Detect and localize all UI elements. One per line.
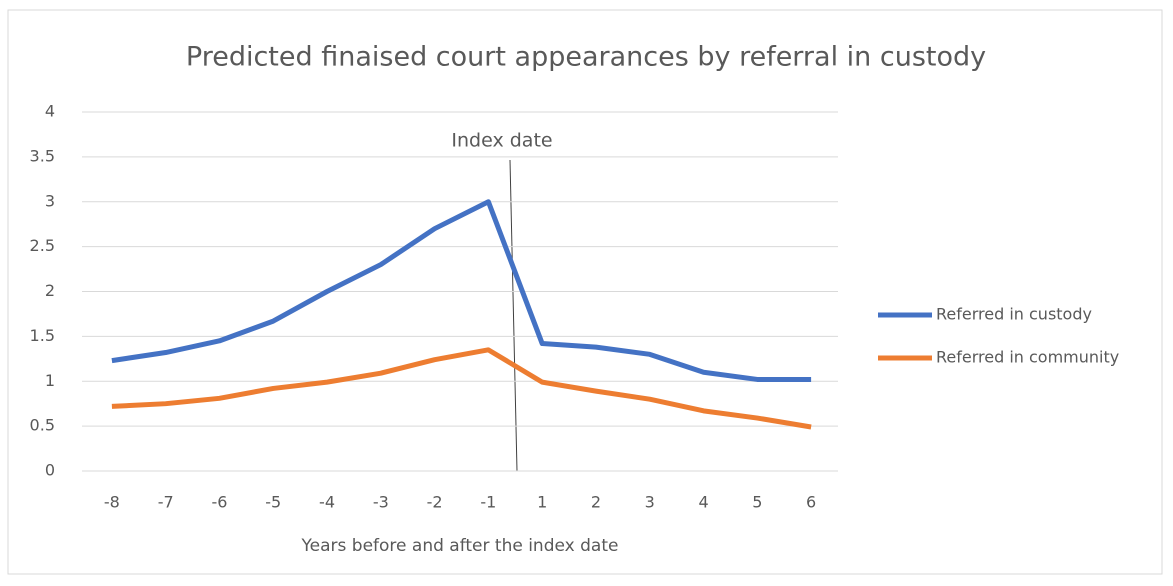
x-tick-label: -1 — [480, 493, 496, 512]
x-tick-label: -8 — [104, 493, 120, 512]
legend-label: Referred in custody — [936, 305, 1092, 324]
x-axis-label: Years before and after the index date — [301, 536, 619, 556]
x-tick-label: 1 — [537, 493, 547, 512]
y-tick-label: 0.5 — [30, 416, 55, 435]
x-tick-label: -7 — [158, 493, 174, 512]
legend-label: Referred in community — [936, 348, 1119, 367]
chart-title: Predicted finaised court appearances by … — [186, 42, 986, 73]
annotation: Index date — [451, 130, 552, 152]
index-date-line — [509, 159, 518, 472]
y-tick-label: 2 — [45, 281, 55, 300]
x-tick-label: 5 — [752, 493, 762, 512]
x-tick-label: 2 — [591, 493, 601, 512]
y-tick-label: 1 — [45, 371, 55, 390]
y-tick-label: 3 — [45, 191, 55, 210]
y-tick-label: 1.5 — [30, 326, 55, 345]
series-line — [111, 347, 812, 430]
x-tick-label: 6 — [806, 493, 816, 512]
x-tick-label: 3 — [645, 493, 655, 512]
x-tick-label: -6 — [211, 493, 227, 512]
y-tick-label: 0 — [45, 461, 55, 480]
y-tick-label: 3.5 — [30, 146, 55, 165]
series-line — [111, 199, 812, 382]
x-tick-label: -5 — [265, 493, 281, 512]
y-tick-label: 2.5 — [30, 236, 55, 255]
x-tick-label: -3 — [373, 493, 389, 512]
x-tick-label: -2 — [427, 493, 443, 512]
x-tick-label: 4 — [698, 493, 708, 512]
x-tick-label: -4 — [319, 493, 335, 512]
y-tick-label: 4 — [45, 102, 55, 121]
